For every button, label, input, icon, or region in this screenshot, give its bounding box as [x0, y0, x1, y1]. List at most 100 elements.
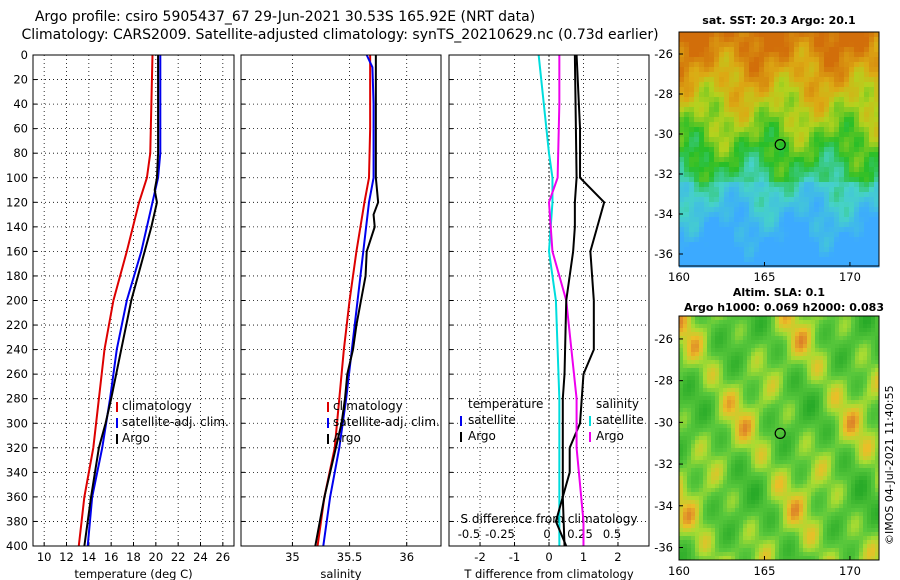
map-x-tick-label: 165	[753, 564, 775, 578]
y-tick-label: 400	[6, 539, 28, 553]
legend-label: satellite	[596, 413, 644, 427]
map-y-tick-label: -26	[654, 47, 673, 61]
series-line-satellite-adj-clim-	[86, 55, 162, 547]
legend-label: Argo	[468, 429, 496, 443]
legend-label: satellite	[468, 413, 516, 427]
map-y-tick-label: -34	[654, 207, 673, 221]
legend-label: satellite-adj. clim.	[122, 415, 229, 429]
series-line-satellite-adj-clim-	[322, 54, 375, 547]
y-tick-label: 220	[6, 318, 28, 332]
series-line-s-argo	[561, 54, 578, 547]
legend-title-temperature: temperature	[468, 397, 543, 411]
x-tick-label: 10	[37, 550, 52, 564]
series-line-argo	[314, 55, 380, 547]
map-x-tick-label: 165	[753, 270, 775, 284]
map-x-tick-label: 170	[839, 270, 861, 284]
x-tick-label: 18	[126, 550, 141, 564]
x-tick-label: -1	[509, 550, 520, 564]
map-title: Altim. SLA: 0.1	[733, 286, 825, 299]
map-y-tick-label: -34	[654, 499, 673, 513]
map-y-tick-label: -26	[654, 332, 673, 346]
y-tick-label: 300	[6, 416, 28, 430]
x-axis-label: salinity	[320, 567, 361, 580]
y-tick-label: 180	[6, 269, 28, 283]
y-tick-label: 280	[6, 392, 28, 406]
map-y-tick-label: -28	[654, 374, 673, 388]
y-tick-label: 380	[6, 514, 28, 528]
map-x-tick-label: 160	[668, 270, 690, 284]
x-tick-label: 16	[104, 550, 119, 564]
series-line-climatology	[77, 54, 154, 547]
x-tick-label: 26	[216, 550, 231, 564]
y-tick-label: 240	[6, 343, 28, 357]
series-line-s-satellite	[547, 55, 585, 546]
x-tick-label: 22	[171, 550, 186, 564]
x-axis-label: T difference from climatology	[463, 567, 634, 580]
plot-frame	[448, 54, 650, 547]
x-tick-label: 35	[285, 550, 300, 564]
plot-frame	[32, 54, 235, 547]
argo-location-marker	[774, 139, 786, 151]
imos-footer: ©IMOS 04-Jul-2021 11:40:55	[883, 385, 896, 545]
x-tick-label: 20	[149, 550, 164, 564]
x-tick-label: 1	[580, 550, 587, 564]
top-tick-label: 0.5	[603, 527, 621, 541]
series-line-t-argo	[554, 54, 606, 547]
y-tick-label: 60	[13, 122, 28, 136]
x-axis-label: temperature (deg C)	[74, 567, 192, 580]
map-x-tick-label: 170	[839, 564, 861, 578]
x-tick-label: 24	[193, 550, 208, 564]
argo-location-marker	[774, 427, 786, 440]
x-tick-label: 2	[614, 550, 621, 564]
map-y-tick-label: -30	[654, 415, 673, 429]
y-tick-label: 0	[21, 48, 28, 62]
legend-label: climatology	[122, 399, 192, 413]
y-tick-label: 340	[6, 465, 28, 479]
y-tick-label: 320	[6, 441, 28, 455]
difference-panel: -2 -1 0 1 2 T difference from climatology S di…	[448, 54, 650, 580]
salinity-panel: 35 35.5 36 salinity climatology satellite-adj…	[240, 54, 442, 580]
x-tick-label: 35.5	[337, 550, 363, 564]
y-tick-label: 40	[13, 97, 28, 111]
map-y-tick-label: -28	[654, 87, 673, 101]
map-x-tick-label: 160	[668, 564, 690, 578]
y-tick-label: 260	[6, 367, 28, 381]
legend-label: climatology	[333, 399, 403, 413]
x-tick-label: 14	[82, 550, 97, 564]
top-tick-label: -0.25	[485, 527, 515, 541]
y-tick-label: 360	[6, 490, 28, 504]
sst-field	[679, 32, 880, 268]
title-line-2: Climatology: CARS2009. Satellite-adjuste…	[21, 27, 658, 43]
legend-label: Argo	[122, 431, 150, 445]
map-y-tick-label: -32	[654, 457, 673, 471]
title-line-1: Argo profile: csiro 5905437_67 29-Jun-20…	[35, 9, 535, 25]
series-line-argo	[83, 55, 160, 547]
map-y-tick-label: -36	[654, 247, 673, 261]
legend-label: Argo	[333, 431, 361, 445]
top-tick-label: -0.5	[458, 527, 480, 541]
y-tick-label: 80	[13, 146, 28, 160]
top-tick-label: 0	[543, 527, 550, 541]
map-frame	[678, 31, 880, 267]
top-tick-label: 0.25	[567, 527, 593, 541]
map-y-tick-label: -32	[654, 167, 673, 181]
x-tick-label: 36	[399, 550, 414, 564]
y-tick-label: 160	[6, 244, 28, 258]
y-tick-label: 200	[6, 294, 28, 308]
y-tick-label: 20	[13, 73, 28, 87]
top-axis-label: S difference from climatology	[461, 512, 638, 526]
map-subtitle: Argo h1000: 0.069 h2000: 0.083	[684, 301, 884, 314]
legend-label: satellite-adj. clim.	[333, 415, 440, 429]
x-tick-label: 0	[545, 550, 552, 564]
sla-field	[679, 316, 880, 561]
map-y-tick-label: -30	[654, 127, 673, 141]
legend-label: Argo	[596, 429, 624, 443]
y-tick-label: 140	[6, 220, 28, 234]
plot-frame	[240, 54, 442, 547]
sst-map-panel: 160 165 170 -26 -28 -30 -32 -34 -36 sat. SST: 20.…	[654, 14, 880, 284]
legend-title-salinity: salinity	[596, 397, 639, 411]
x-tick-label: -2	[474, 550, 485, 564]
x-tick-label: 12	[59, 550, 74, 564]
temperature-panel: 10 12 14 16 18 20 22 24 260204060801001201401601…	[6, 48, 235, 580]
